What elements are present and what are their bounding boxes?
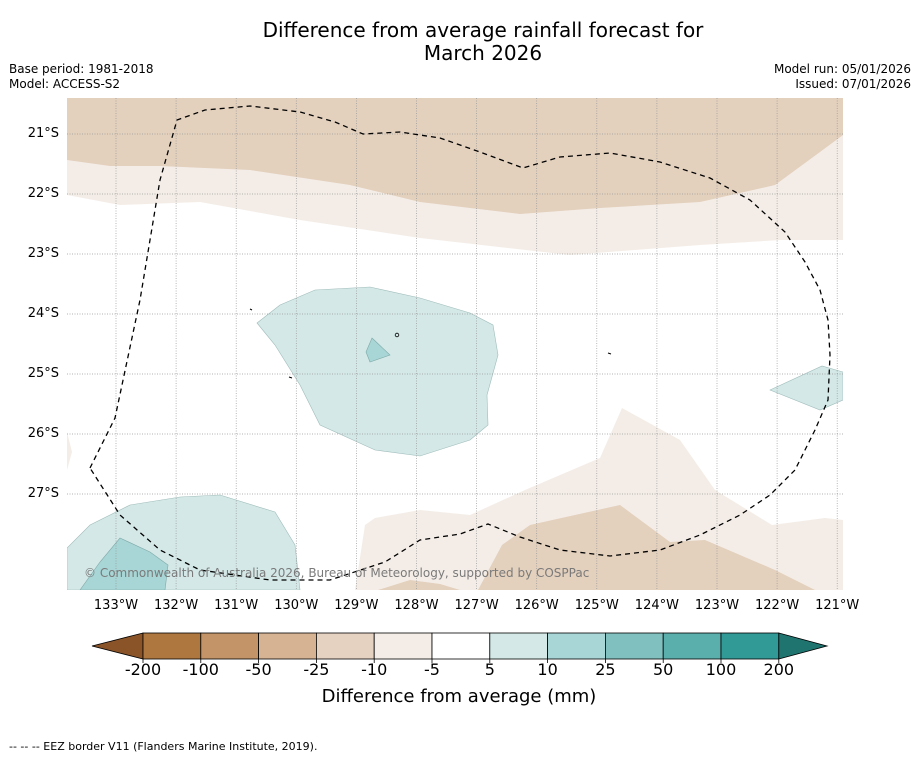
copyright-notice: © Commonwealth of Australia 2026, Bureau… xyxy=(84,566,590,580)
longitude-label: 130°W xyxy=(274,598,319,613)
colorbar-segment xyxy=(547,632,606,660)
longitude-label: 123°W xyxy=(694,598,740,613)
longitude-label: 132°W xyxy=(154,598,199,613)
longitude-label: 122°W xyxy=(755,598,800,613)
longitude-label: 126°W xyxy=(514,598,559,613)
colorbar-tick-label: 200 xyxy=(763,660,795,679)
dry-sliver-west xyxy=(67,432,72,470)
longitude-label: 125°W xyxy=(574,598,619,613)
speck xyxy=(249,308,253,311)
longitude-label: 133°W xyxy=(93,598,139,613)
dry-region-south xyxy=(478,505,815,590)
colorbar-tick-label: -5 xyxy=(424,660,440,679)
dry-band-north xyxy=(67,98,843,214)
longitude-label: 129°W xyxy=(334,598,379,613)
colorbar-tick-label: 5 xyxy=(484,660,495,679)
colorbar-segment xyxy=(373,632,433,660)
latitude-label: 21°S xyxy=(27,126,59,141)
eez-border xyxy=(89,105,831,581)
colorbar-tick-label: -25 xyxy=(303,660,330,679)
meta-left: Base period: 1981-2018 Model: ACCESS-S2 xyxy=(9,62,154,92)
chart-title-line1: Difference from average rainfall forecas… xyxy=(262,18,704,42)
longitude-label: 124°W xyxy=(634,598,679,613)
colorbar-tick-label: 25 xyxy=(595,660,616,679)
colorbar xyxy=(91,632,829,663)
longitude-label: 131°W xyxy=(214,598,259,613)
colorbar-segment xyxy=(258,632,317,660)
latitude-label: 22°S xyxy=(27,186,59,201)
colorbar-tick-label: -100 xyxy=(182,660,219,679)
latitude-label: 23°S xyxy=(27,246,59,261)
longitude-label: 121°W xyxy=(815,598,860,613)
colorbar-segment xyxy=(315,632,375,660)
longitude-label: 128°W xyxy=(394,598,439,613)
colorbar-tick-label: 50 xyxy=(653,660,674,679)
colorbar-tick-label: -200 xyxy=(124,660,162,679)
chart-title: Difference from average rainfall forecas… xyxy=(0,19,919,65)
latitude-label: 26°S xyxy=(27,426,59,441)
colorbar-extend-high xyxy=(778,632,829,660)
colorbar-tick-label: 10 xyxy=(537,660,558,679)
wet-region-east xyxy=(769,365,843,411)
wet-spot-central xyxy=(365,337,391,363)
model-run: Model run: 05/01/2026 xyxy=(773,62,911,76)
colorbar-segment xyxy=(200,632,260,660)
dry-spot-south xyxy=(378,580,460,590)
dry-region-light-south xyxy=(355,408,843,590)
colorbar-segment xyxy=(662,632,722,660)
latitude-label: 24°S xyxy=(27,306,59,321)
chart-title-line2: March 2026 xyxy=(423,41,543,65)
wet-region-southwest-core xyxy=(79,537,169,590)
speck xyxy=(288,376,293,379)
colorbar-segment xyxy=(605,632,664,660)
colorbar-segment xyxy=(720,632,780,660)
speck xyxy=(394,332,400,338)
issued-date: Issued: 07/01/2026 xyxy=(795,77,911,91)
gridlines xyxy=(67,98,843,590)
model-name: Model: ACCESS-S2 xyxy=(9,77,121,91)
colorbar-tick-label: -50 xyxy=(245,660,272,679)
wet-region-central xyxy=(256,286,499,457)
colorbar-tick-label: 100 xyxy=(705,660,737,679)
base-period: Base period: 1981-2018 xyxy=(9,62,154,76)
speck xyxy=(607,352,612,355)
colorbar-segment xyxy=(142,632,202,660)
colorbar-tick-label: -10 xyxy=(361,660,388,679)
longitude-label: 127°W xyxy=(454,598,499,613)
latitude-label: 25°S xyxy=(27,366,59,381)
latitude-label: 27°S xyxy=(27,486,59,501)
colorbar-segment xyxy=(489,632,548,660)
meta-right: Model run: 05/01/2026 Issued: 07/01/2026 xyxy=(774,62,911,92)
colorbar-segment xyxy=(431,632,491,660)
colorbar-extend-low xyxy=(91,632,144,660)
eez-footnote: -- -- -- EEZ border V11 (Flanders Marine… xyxy=(9,740,318,753)
colorbar-label: Difference from average (mm) xyxy=(321,686,597,707)
map-area xyxy=(67,98,843,590)
